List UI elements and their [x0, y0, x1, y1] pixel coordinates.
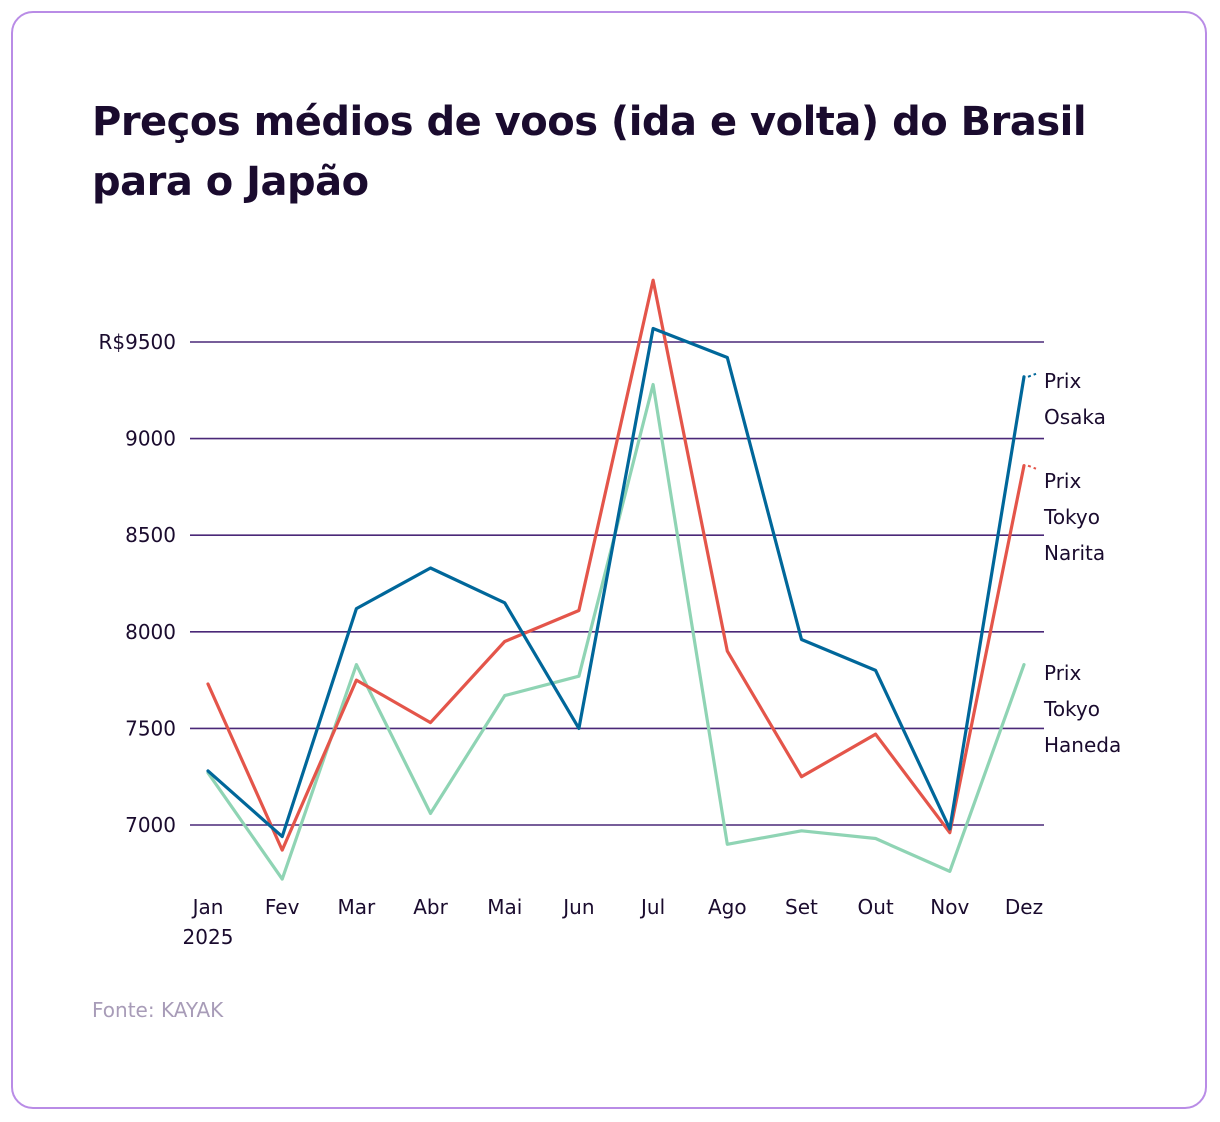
x-tick-label: Out: [858, 895, 894, 919]
series-label-leader: [1027, 464, 1037, 470]
x-tick-label: Mai: [487, 895, 522, 919]
x-tick-sublabel: 2025: [183, 925, 234, 949]
series-label-line: Prix: [1044, 469, 1081, 493]
series-line: [206, 326, 1026, 839]
series-label-line: Haneda: [1044, 733, 1121, 757]
series-label-line: Narita: [1044, 541, 1105, 565]
x-tick-label: Set: [785, 895, 818, 919]
y-tick-label: R$9500: [98, 330, 176, 354]
x-tick-label: Jul: [639, 895, 665, 919]
series-line: [206, 278, 1026, 852]
series-label-line: Osaka: [1044, 405, 1106, 429]
x-tick-label: Abr: [413, 895, 448, 919]
chart-title: Preços médios de voos (ida e volta) do B…: [92, 99, 1087, 205]
series-label-line: Prix: [1044, 369, 1081, 393]
x-tick-label: Dez: [1005, 895, 1043, 919]
x-tick-label: Mar: [337, 895, 376, 919]
source-note: Fonte: KAYAK: [92, 998, 224, 1022]
series-label: Prix Tokyo Haneda: [1043, 661, 1121, 757]
x-tick-label: Nov: [930, 895, 969, 919]
series-label-line: Tokyo: [1043, 697, 1100, 721]
x-tick-label: Jun: [561, 895, 594, 919]
y-tick-label: 7000: [125, 813, 176, 837]
x-tick-label: Fev: [265, 895, 300, 919]
series-label-line: Prix: [1044, 661, 1081, 685]
y-tick-label: 9000: [125, 427, 176, 451]
y-tick-label: 7500: [125, 716, 176, 740]
y-tick-label: 8500: [125, 523, 176, 547]
x-tick-label: Jan: [191, 895, 224, 919]
x-tick-label: Ago: [708, 895, 747, 919]
series-label: Prix Osaka: [1044, 369, 1106, 429]
series-label-leader: [1027, 372, 1037, 378]
series-label-line: Tokyo: [1043, 505, 1100, 529]
series-label: Prix Tokyo Narita: [1043, 469, 1105, 565]
y-tick-label: 8000: [125, 620, 176, 644]
